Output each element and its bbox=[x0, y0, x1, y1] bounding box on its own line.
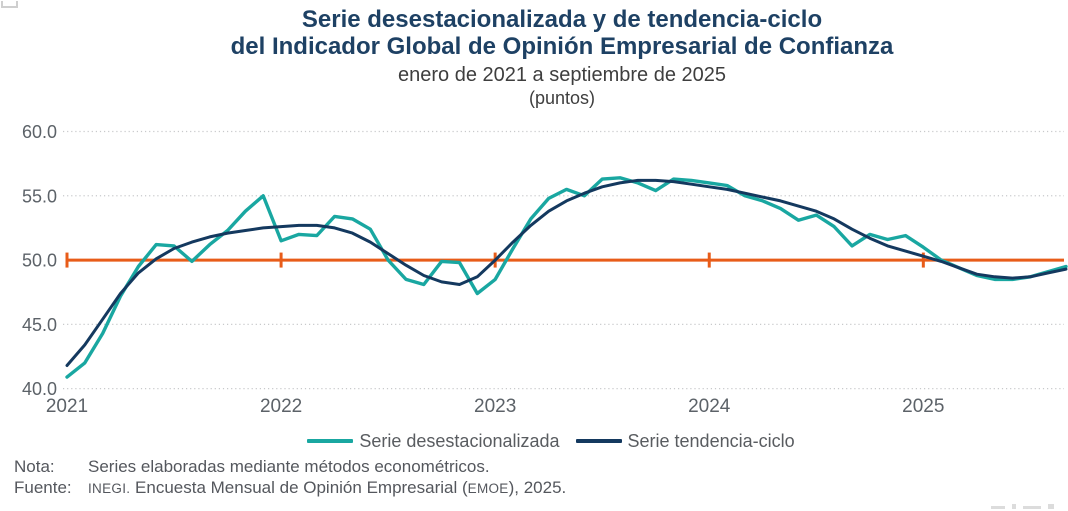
chart-legend: Serie desestacionalizada Serie tendencia… bbox=[0, 429, 1068, 453]
series-line-tendencia-ciclo bbox=[65, 178, 1068, 367]
y-tick-label: 45.0 bbox=[22, 315, 57, 335]
fuente-label: Fuente: bbox=[14, 478, 72, 497]
legend-item-tendencia-ciclo: Serie tendencia-ciclo bbox=[575, 430, 795, 452]
chart-title-line2: del Indicador Global de Opinión Empresar… bbox=[230, 33, 894, 60]
x-tick-label: 2021 bbox=[46, 396, 88, 417]
legend-label-desestacionalizada: Serie desestacionalizada bbox=[359, 430, 560, 451]
footnotes: Nota: Series elaboradas mediante métodos … bbox=[14, 456, 914, 499]
legend-swatch-tendencia-ciclo-icon bbox=[575, 439, 622, 443]
fuente-mid: Encuesta Mensual de Opinión Empresarial … bbox=[130, 478, 468, 497]
x-tick-label: 2022 bbox=[260, 396, 302, 417]
legend-swatch-desestacionalizada-icon bbox=[307, 439, 354, 443]
window-corner-artifact bbox=[1, 1, 18, 8]
nota-row: Nota: Series elaboradas mediante métodos … bbox=[14, 456, 914, 477]
y-tick-label: 40.0 bbox=[22, 379, 57, 399]
series-line-desestacionalizada bbox=[65, 176, 1068, 379]
fuente-text: INEGI. Encuesta Mensual de Opinión Empre… bbox=[88, 478, 566, 497]
y-tick-label: 55.0 bbox=[22, 186, 57, 206]
chart-header: Serie desestacionalizada y de tendencia-… bbox=[56, 6, 1068, 109]
y-tick-label: 60.0 bbox=[22, 122, 57, 142]
legend-label-tendencia-ciclo: Serie tendencia-ciclo bbox=[627, 430, 795, 451]
legend-item-desestacionalizada: Serie desestacionalizada bbox=[307, 430, 560, 452]
chart-subtitle: enero de 2021 a septiembre de 2025 bbox=[397, 64, 727, 86]
x-tick-label: 2024 bbox=[688, 396, 731, 417]
faint-watermark bbox=[991, 504, 1054, 509]
fuente-emoe: EMOE bbox=[467, 481, 509, 496]
y-tick-label: 50.0 bbox=[22, 251, 57, 271]
fuente-row: Fuente: INEGI. Encuesta Mensual de Opinió… bbox=[14, 477, 914, 499]
nota-text: Series elaboradas mediante métodos econo… bbox=[88, 457, 490, 476]
nota-label: Nota: bbox=[14, 457, 55, 476]
fuente-suffix: ), 2025. bbox=[508, 478, 567, 497]
fuente-inegi: INEGI. bbox=[88, 481, 131, 496]
chart-units: (puntos) bbox=[528, 88, 596, 108]
x-tick-label: 2025 bbox=[902, 396, 944, 417]
chart-title-line1: Serie desestacionalizada y de tendencia-… bbox=[301, 6, 823, 33]
x-tick-label: 2023 bbox=[474, 396, 516, 417]
